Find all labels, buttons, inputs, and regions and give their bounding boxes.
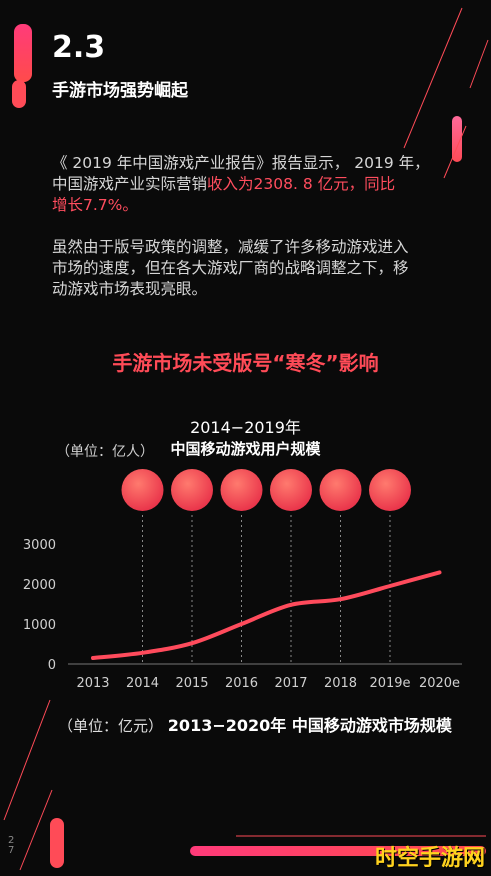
x-tick-label: 2017 — [274, 676, 307, 691]
users-chart-unit: （单位：亿人） — [56, 444, 154, 460]
decor-bar-right — [452, 116, 462, 162]
body-line-1: 虽然由于版号政策的调整，减缓了许多移动游戏进入 — [52, 238, 409, 256]
decor-bar-top-left — [14, 24, 32, 82]
x-tick-label: 2015 — [175, 676, 208, 691]
user-bubble-2015 — [171, 469, 213, 511]
intro-paragraph: 《 2019 年中国游戏产业报告》报告显示， 2019 年， 中国游戏产业实际营… — [52, 153, 452, 216]
users-chart-title-line-2: 中国移动游戏用户规模 — [170, 440, 321, 458]
intro-highlight-2: 增长7.7%。 — [52, 196, 138, 214]
x-tick-label: 2019e — [369, 676, 410, 691]
watermark: 时空手游网 — [374, 846, 485, 871]
market-chart-caption: （单位：亿元） 2013−2020年 中国移动游戏市场规模 — [58, 712, 452, 736]
body-line-2: 市场的速度，但在各大游戏厂商的战略调整之下，移 — [52, 259, 409, 277]
y-tick-label: 1000 — [23, 618, 56, 633]
intro-line-2-text: 中国游戏产业实际营销 — [52, 175, 208, 193]
decor-bar-bottom-left — [50, 818, 64, 868]
x-tick-label: 2014 — [126, 676, 159, 691]
user-bubble-2016 — [220, 469, 263, 511]
section-title: 手游市场强势崛起 — [52, 81, 188, 101]
user-bubble-2019e — [369, 469, 411, 511]
body-paragraph: 虽然由于版号政策的调整，减缓了许多移动游戏进入 市场的速度，但在各大游戏厂商的战… — [52, 237, 452, 300]
intro-line-1: 《 2019 年中国游戏产业报告》报告显示， 2019 年， — [52, 154, 430, 172]
user-bubble-2017 — [270, 469, 312, 511]
y-tick-label: 2000 — [23, 578, 56, 593]
x-tick-label: 2016 — [225, 676, 258, 691]
series-line — [91, 570, 442, 660]
user-bubble-2014 — [121, 469, 164, 511]
x-tick-label: 2020e — [419, 676, 460, 691]
market-chart-title: 2013−2020年 中国移动游戏市场规模 — [167, 716, 452, 735]
decor-bar-top-left-2 — [12, 80, 26, 108]
x-tick-label: 2013 — [76, 676, 109, 691]
market-chart-unit: （单位：亿元） — [58, 717, 164, 735]
x-tick-label: 2018 — [324, 676, 357, 691]
body-line-3: 动游戏市场表现亮眼。 — [52, 280, 208, 298]
y-tick-label: 0 — [48, 658, 56, 673]
y-tick-label: 3000 — [23, 538, 56, 553]
intro-highlight-1: 收入为2308. 8 亿元，同比 — [207, 175, 396, 193]
decor-bar-bottom — [190, 846, 486, 856]
intro-line-2: 中国游戏产业实际营销收入为2308. 8 亿元，同比 — [52, 174, 452, 195]
page-marker: 2 7 — [8, 835, 15, 856]
section-number: 2.3 — [52, 30, 106, 65]
red-heading: 手游市场未受版号“寒冬”影响 — [112, 351, 379, 375]
user-bubble-2018 — [319, 469, 362, 511]
users-chart-title-line-1: 2014−2019年 — [190, 418, 301, 437]
